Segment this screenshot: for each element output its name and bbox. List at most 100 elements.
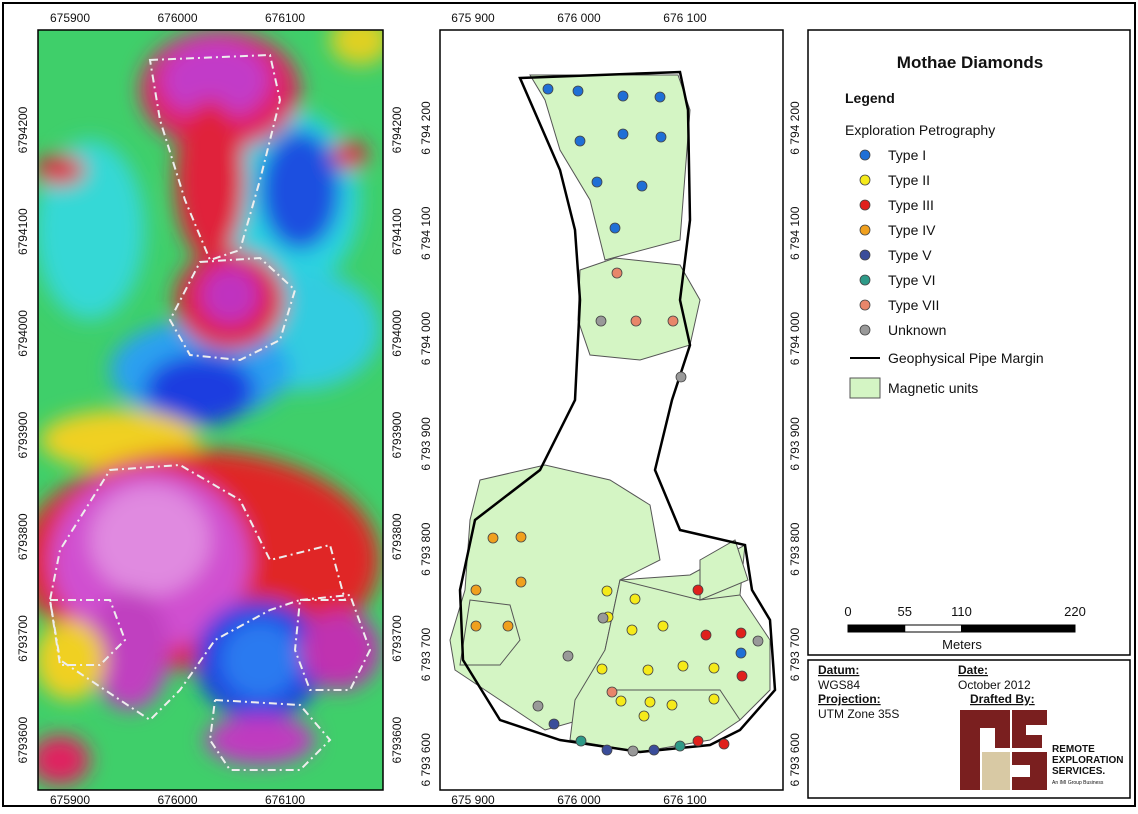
legend-marker xyxy=(860,175,870,185)
sample-point xyxy=(607,687,617,697)
sample-point xyxy=(471,621,481,631)
datum: WGS84 xyxy=(818,678,860,692)
scale-tick-label: 0 xyxy=(844,604,851,619)
y-tick-label: 6794000 xyxy=(16,310,30,357)
sample-point xyxy=(637,181,647,191)
scale-tick-label: 110 xyxy=(951,604,972,619)
sample-point xyxy=(602,586,612,596)
sample-point xyxy=(693,585,703,595)
y-tick-label: 6793800 xyxy=(390,513,404,560)
legend-line-label: Geophysical Pipe Margin xyxy=(888,350,1044,366)
scale-tick-label: 220 xyxy=(1064,604,1086,619)
legend-area-label: Magnetic units xyxy=(888,380,978,396)
legend-title: Mothae Diamonds xyxy=(897,53,1043,72)
y-tick-label: 6794100 xyxy=(16,208,30,255)
page: {"left_map": {"xticks": [675900, 676000,… xyxy=(0,0,1138,814)
sample-point xyxy=(618,91,628,101)
sample-point xyxy=(631,316,641,326)
y-tick-label: 6794200 xyxy=(16,106,30,153)
legend-label: Type III xyxy=(888,197,934,213)
sample-point xyxy=(736,628,746,638)
legend-marker xyxy=(860,275,870,285)
legend-heading: Legend xyxy=(845,90,895,106)
sample-point xyxy=(596,316,606,326)
y-tick-label: 6793900 xyxy=(16,411,30,458)
sample-point xyxy=(676,372,686,382)
legend-label: Type V xyxy=(888,247,932,263)
sample-point xyxy=(643,665,653,675)
y-tick-label: 6793800 xyxy=(16,513,30,560)
y-tick-label: 6794100 xyxy=(390,208,404,255)
y-tick-label: 6793700 xyxy=(390,615,404,662)
sample-point xyxy=(503,621,513,631)
scale-segment xyxy=(962,625,1076,632)
sample-point xyxy=(709,694,719,704)
logo-line: REMOTE xyxy=(1052,744,1095,755)
legend-marker xyxy=(860,200,870,210)
sample-point xyxy=(516,577,526,587)
sample-point xyxy=(645,697,655,707)
map-layout: Mothae Diamonds Legend Exploration Petro… xyxy=(0,0,1138,809)
legend-marker xyxy=(860,300,870,310)
sample-point xyxy=(533,701,543,711)
sample-point xyxy=(576,736,586,746)
legend-label: Unknown xyxy=(888,322,946,338)
y-tick-label: 6 794 200 xyxy=(419,101,433,155)
x-tick-label: 676000 xyxy=(157,11,197,25)
sample-point xyxy=(592,177,602,187)
legend-group: Exploration Petrography xyxy=(845,122,995,138)
logo-line: EXPLORATION xyxy=(1052,755,1123,766)
logo-line: SERVICES. xyxy=(1052,766,1105,777)
legend-marker xyxy=(860,325,870,335)
sample-point xyxy=(602,745,612,755)
x-tick-label: 676 100 xyxy=(663,793,707,807)
sample-point xyxy=(575,136,585,146)
projection: UTM Zone 35S xyxy=(818,707,899,721)
x-tick-label: 676000 xyxy=(157,793,197,807)
sample-point xyxy=(737,671,747,681)
sample-point xyxy=(719,739,729,749)
sample-point xyxy=(667,700,677,710)
sample-point xyxy=(658,621,668,631)
x-tick-label: 675900 xyxy=(50,793,90,807)
sample-point xyxy=(639,711,649,721)
sample-point xyxy=(649,745,659,755)
x-tick-label: 676 100 xyxy=(663,11,707,25)
y-tick-label: 6794000 xyxy=(390,310,404,357)
y-tick-label: 6 793 800 xyxy=(788,522,802,576)
y-tick-label: 6 794 200 xyxy=(788,101,802,155)
sample-point xyxy=(616,696,626,706)
date: October 2012 xyxy=(958,678,1031,692)
sample-point xyxy=(630,594,640,604)
scale-segment xyxy=(905,625,962,632)
x-tick-label: 676 000 xyxy=(557,11,601,25)
x-tick-label: 676 000 xyxy=(557,793,601,807)
x-tick-label: 675 900 xyxy=(451,11,495,25)
sample-point xyxy=(610,223,620,233)
sample-point xyxy=(549,719,559,729)
legend-area-swatch xyxy=(850,378,880,398)
y-tick-label: 6 793 600 xyxy=(419,733,433,787)
sample-point xyxy=(628,746,638,756)
y-tick-label: 6 793 900 xyxy=(788,417,802,471)
scale-unit: Meters xyxy=(942,637,982,652)
y-tick-label: 6 793 700 xyxy=(419,627,433,681)
y-tick-label: 6 793 800 xyxy=(419,522,433,576)
sample-point xyxy=(709,663,719,673)
sample-point xyxy=(701,630,711,640)
sample-point xyxy=(598,613,608,623)
y-tick-label: 6793900 xyxy=(390,411,404,458)
legend-marker xyxy=(860,150,870,160)
y-tick-label: 6 793 600 xyxy=(788,733,802,787)
drafted-label: Drafted By: xyxy=(970,692,1035,706)
sample-point xyxy=(573,86,583,96)
scale-segment xyxy=(848,625,905,632)
y-tick-label: 6 793 700 xyxy=(788,627,802,681)
sample-point xyxy=(668,316,678,326)
y-tick-label: 6 794 100 xyxy=(788,206,802,260)
y-tick-label: 6 793 900 xyxy=(419,417,433,471)
y-tick-label: 6 794 000 xyxy=(788,312,802,366)
y-tick-label: 6 794 000 xyxy=(419,312,433,366)
legend-label: Type IV xyxy=(888,222,936,238)
x-tick-label: 675 900 xyxy=(451,793,495,807)
